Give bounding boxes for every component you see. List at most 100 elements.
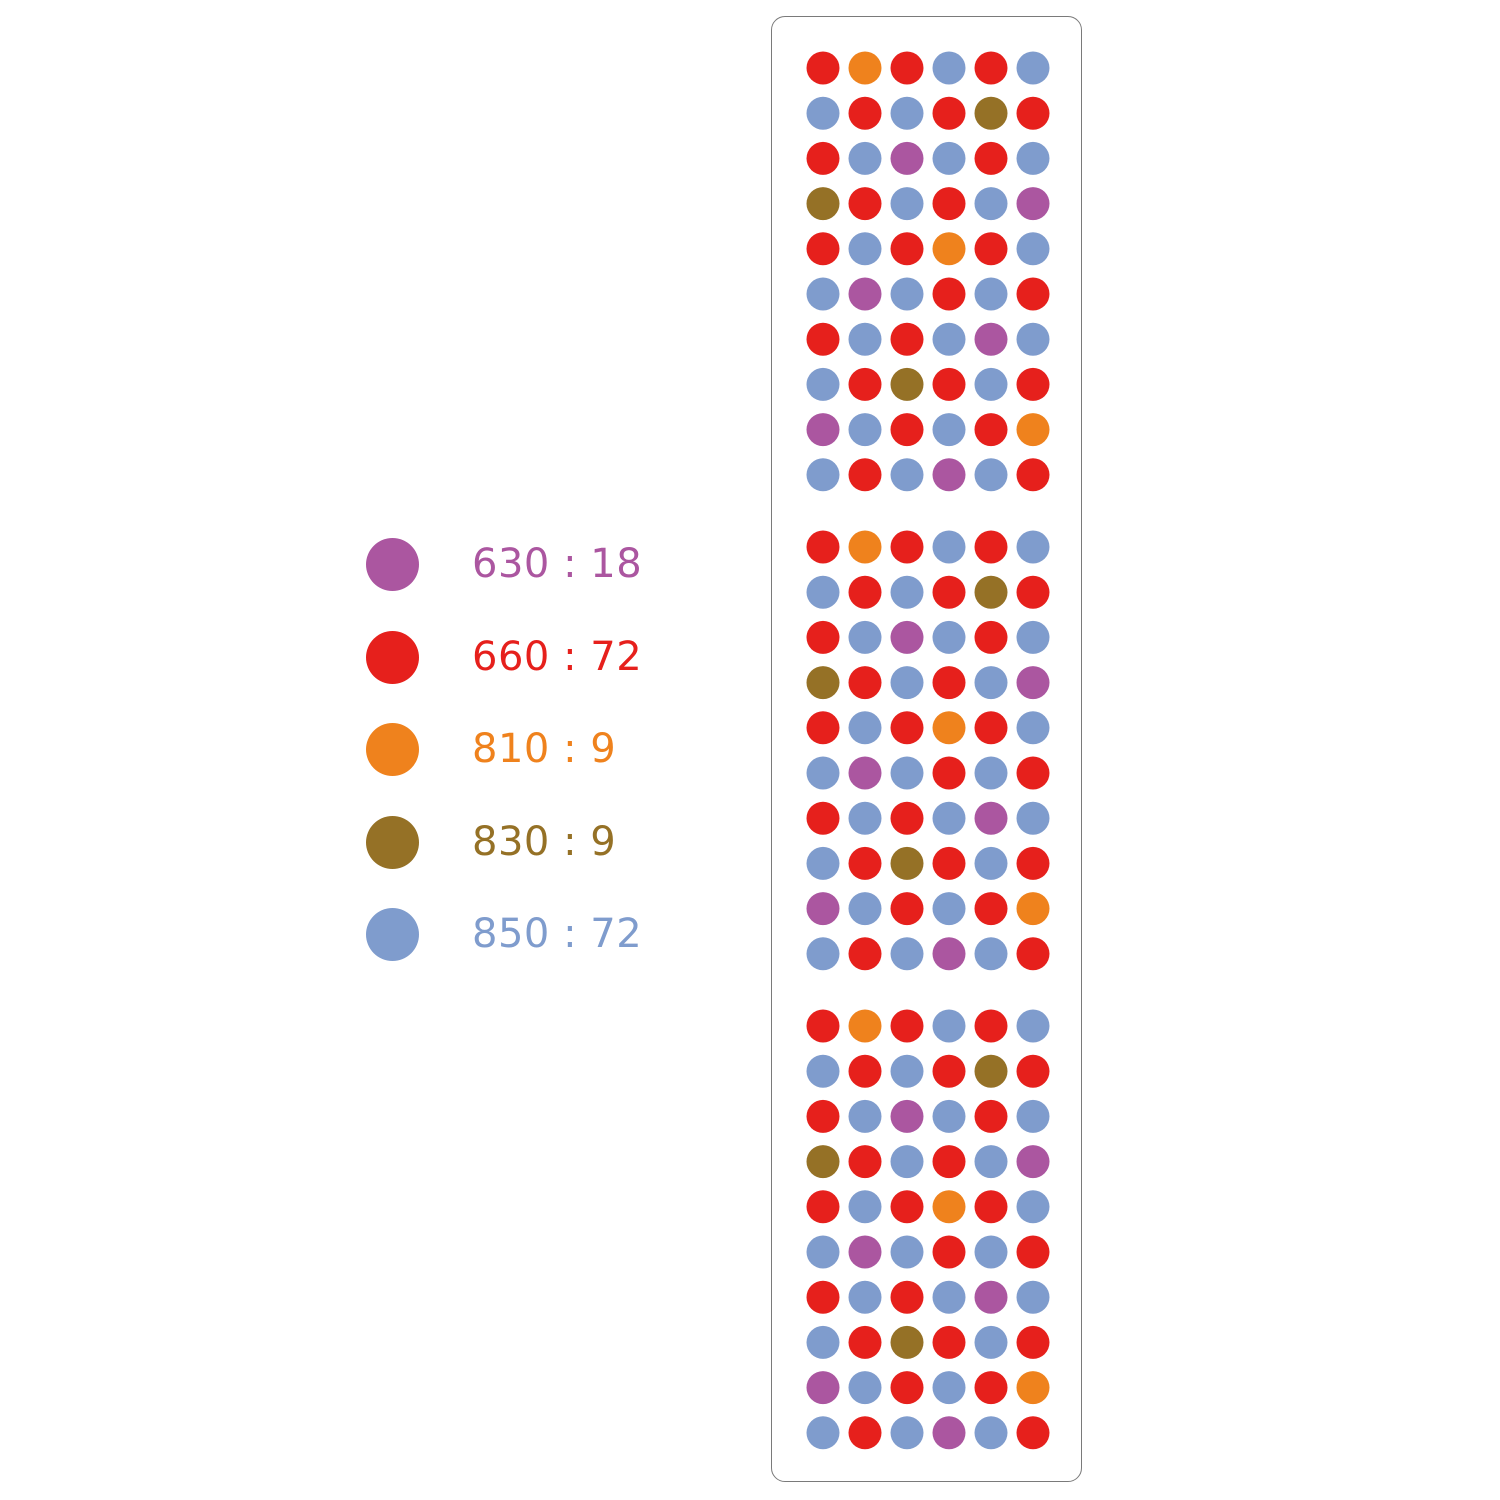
led-dot-660 <box>806 1280 840 1314</box>
led-dot-660 <box>806 1190 840 1224</box>
wavelength-legend: 630 : 18 660 : 72 810 : 9 830 : 9 850 : … <box>366 538 666 1001</box>
led-dot-660 <box>890 322 924 356</box>
led-dot-850 <box>932 1009 966 1043</box>
led-dot-660 <box>848 666 882 700</box>
led-dot-660 <box>932 1145 966 1179</box>
led-dot-850 <box>974 756 1008 790</box>
led-dot-850 <box>932 322 966 356</box>
led-dot-850 <box>932 1099 966 1133</box>
legend-label-850: 850 : 72 <box>472 911 643 957</box>
led-dot-850 <box>1016 232 1050 266</box>
led-dot-630 <box>1016 1145 1050 1179</box>
led-dot-850 <box>848 620 882 654</box>
led-dot-850 <box>806 575 840 609</box>
led-dot-810 <box>1016 1371 1050 1405</box>
led-dot-830 <box>890 1325 924 1359</box>
led-dot-630 <box>848 756 882 790</box>
led-dot-660 <box>806 1009 840 1043</box>
led-dot-660 <box>932 575 966 609</box>
led-dot-850 <box>848 1371 882 1405</box>
led-dot-660 <box>974 232 1008 266</box>
led-dot-850 <box>890 1145 924 1179</box>
led-dot-850 <box>974 1325 1008 1359</box>
led-dot-630 <box>890 141 924 175</box>
led-dot-850 <box>932 141 966 175</box>
led-module <box>806 1009 1050 1450</box>
led-dot-660 <box>806 620 840 654</box>
led-dot-660 <box>932 367 966 401</box>
led-dot-850 <box>974 666 1008 700</box>
led-dot-660 <box>932 756 966 790</box>
led-dot-850 <box>848 322 882 356</box>
led-dot-660 <box>848 1054 882 1088</box>
led-dot-660 <box>890 413 924 447</box>
led-dot-850 <box>806 1416 840 1450</box>
led-dot-810 <box>848 51 882 85</box>
led-dot-660 <box>1016 1054 1050 1088</box>
led-dot-850 <box>890 96 924 130</box>
led-dot-630 <box>932 458 966 492</box>
led-dot-850 <box>974 937 1008 971</box>
led-dot-660 <box>848 1325 882 1359</box>
led-dot-660 <box>806 801 840 835</box>
led-dot-660 <box>974 1190 1008 1224</box>
legend-item-830: 830 : 9 <box>366 815 666 909</box>
led-dot-830 <box>806 1145 840 1179</box>
led-dot-850 <box>974 277 1008 311</box>
led-dot-850 <box>1016 620 1050 654</box>
led-dot-660 <box>932 1235 966 1269</box>
legend-label-830: 830 : 9 <box>472 818 617 865</box>
led-dot-660 <box>848 1145 882 1179</box>
led-dot-660 <box>1016 277 1050 311</box>
legend-item-630: 630 : 18 <box>366 538 666 631</box>
led-dot-660 <box>890 1280 924 1314</box>
led-dot-630 <box>890 1099 924 1133</box>
led-dot-850 <box>974 1416 1008 1450</box>
led-dot-850 <box>890 187 924 221</box>
led-dot-850 <box>932 530 966 564</box>
led-dot-850 <box>932 51 966 85</box>
led-dot-850 <box>1016 530 1050 564</box>
led-dot-850 <box>806 1325 840 1359</box>
led-dot-810 <box>932 711 966 745</box>
led-dot-660 <box>848 846 882 880</box>
led-dot-660 <box>890 1190 924 1224</box>
led-dot-660 <box>848 96 882 130</box>
led-dot-660 <box>1016 937 1050 971</box>
led-dot-810 <box>848 1009 882 1043</box>
led-dot-850 <box>848 413 882 447</box>
led-dot-850 <box>806 458 840 492</box>
led-dot-660 <box>806 322 840 356</box>
led-dot-850 <box>1016 1280 1050 1314</box>
legend-swatch-810 <box>366 723 419 776</box>
legend-label-660: 660 : 72 <box>472 633 643 680</box>
led-dot-850 <box>890 1416 924 1450</box>
led-dot-660 <box>1016 367 1050 401</box>
led-dot-850 <box>848 892 882 926</box>
led-dot-660 <box>806 711 840 745</box>
legend-item-660: 660 : 72 <box>366 630 666 724</box>
led-dot-630 <box>932 1416 966 1450</box>
led-dot-850 <box>974 458 1008 492</box>
legend-label-630: 630 : 18 <box>472 541 643 587</box>
led-dot-850 <box>890 756 924 790</box>
led-dot-660 <box>890 51 924 85</box>
led-dot-660 <box>1016 1325 1050 1359</box>
led-dot-630 <box>806 1371 840 1405</box>
led-dot-660 <box>890 1009 924 1043</box>
led-dot-810 <box>932 1190 966 1224</box>
led-dot-850 <box>806 756 840 790</box>
led-dot-660 <box>806 530 840 564</box>
led-panel <box>771 16 1082 1482</box>
led-dot-830 <box>974 575 1008 609</box>
led-dot-630 <box>974 1280 1008 1314</box>
led-dot-660 <box>974 1099 1008 1133</box>
led-dot-660 <box>848 187 882 221</box>
led-dot-660 <box>974 141 1008 175</box>
led-dot-660 <box>1016 756 1050 790</box>
led-dot-660 <box>1016 1235 1050 1269</box>
led-dot-850 <box>974 187 1008 221</box>
led-dot-850 <box>806 367 840 401</box>
led-dot-630 <box>848 1235 882 1269</box>
led-dot-660 <box>932 1054 966 1088</box>
